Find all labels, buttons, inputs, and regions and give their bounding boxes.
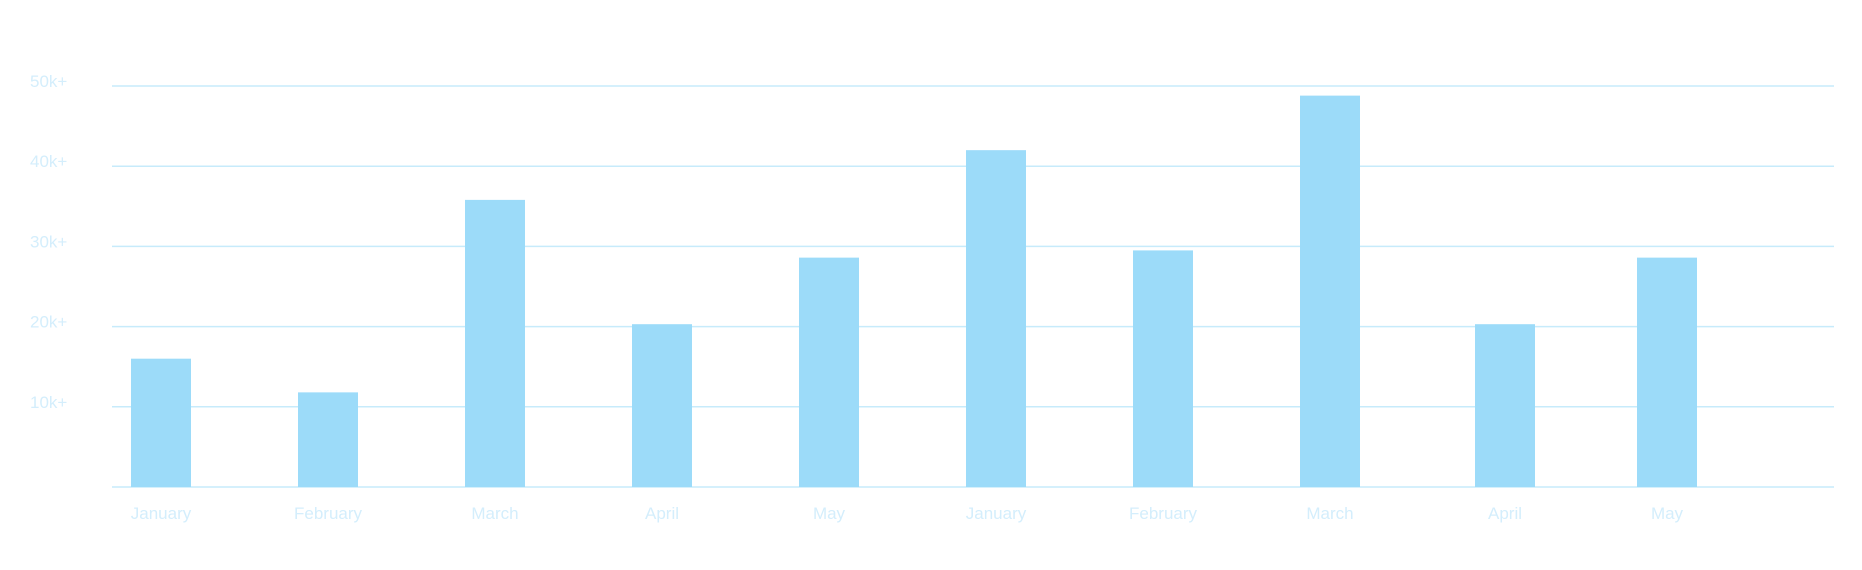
x-tick-label: April bbox=[645, 504, 679, 523]
x-tick-label: March bbox=[1306, 504, 1353, 523]
x-axis-tick-labels: January February March April May January Febru… bbox=[131, 504, 1684, 523]
bar bbox=[131, 358, 191, 487]
y-tick-label: 50k+ bbox=[30, 72, 67, 91]
bar bbox=[1300, 95, 1360, 488]
x-tick-label: February bbox=[1129, 504, 1198, 523]
bar bbox=[465, 199, 525, 487]
x-tick-label: April bbox=[1488, 504, 1522, 523]
x-tick-label: March bbox=[471, 504, 518, 523]
y-axis-tick-labels: 10k+ 20k+ 30k+ 40k+ 50k+ bbox=[30, 72, 67, 412]
y-tick-label: 30k+ bbox=[30, 232, 67, 251]
x-tick-label: January bbox=[966, 504, 1027, 523]
y-tick-label: 20k+ bbox=[30, 313, 67, 332]
x-tick-label: February bbox=[294, 504, 363, 523]
bar bbox=[1475, 324, 1535, 487]
bar bbox=[966, 150, 1026, 487]
x-tick-label: May bbox=[1651, 504, 1684, 523]
bar bbox=[1133, 250, 1193, 487]
y-tick-label: 40k+ bbox=[30, 152, 67, 171]
bars bbox=[131, 95, 1697, 488]
x-tick-label: May bbox=[813, 504, 846, 523]
bar bbox=[799, 257, 859, 487]
bar bbox=[632, 324, 692, 487]
x-tick-label: January bbox=[131, 504, 192, 523]
y-tick-label: 10k+ bbox=[30, 393, 67, 412]
bar bbox=[298, 392, 358, 487]
bar bbox=[1637, 257, 1697, 487]
